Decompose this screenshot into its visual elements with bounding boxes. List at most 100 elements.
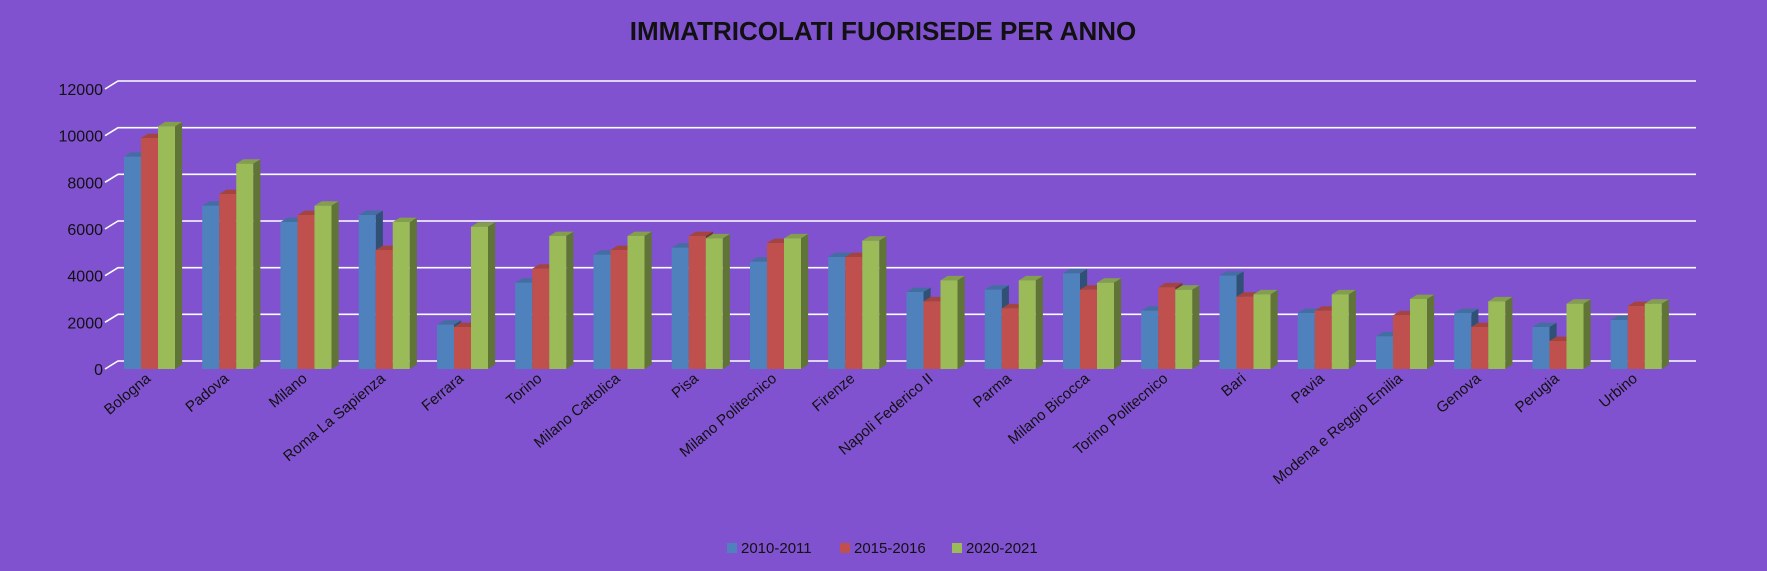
bar-side bbox=[1583, 299, 1591, 369]
bar-side bbox=[1427, 294, 1435, 369]
bar-top bbox=[1566, 299, 1591, 304]
bar-front bbox=[532, 268, 550, 369]
bar-top bbox=[1454, 308, 1479, 313]
bar-side bbox=[722, 233, 730, 369]
bar bbox=[1097, 278, 1122, 369]
bar bbox=[1018, 275, 1043, 369]
bar-front bbox=[688, 236, 706, 369]
bar-front bbox=[1063, 273, 1080, 369]
y-tick-label: 4000 bbox=[67, 269, 103, 286]
bar-top bbox=[940, 275, 965, 281]
bar bbox=[862, 236, 887, 369]
bar-front bbox=[1219, 275, 1237, 369]
bar bbox=[627, 231, 652, 369]
bar bbox=[236, 159, 261, 369]
bar bbox=[1410, 294, 1435, 369]
bar-top bbox=[1063, 268, 1088, 274]
bar-front bbox=[627, 236, 645, 369]
bar-top bbox=[392, 217, 417, 222]
bar-front bbox=[202, 205, 220, 369]
bar-top bbox=[1097, 278, 1122, 283]
gridline bbox=[104, 173, 1696, 184]
y-axis-ticks: 0 2000 4000 6000 8000 10000 12000 bbox=[59, 82, 104, 379]
bar-front bbox=[1141, 310, 1159, 369]
bar-front bbox=[906, 292, 924, 369]
bar-top bbox=[1532, 322, 1557, 327]
legend-label: 2015-2016 bbox=[854, 540, 926, 557]
bar-front bbox=[1376, 336, 1393, 369]
bar-top bbox=[437, 320, 462, 325]
bar bbox=[1253, 289, 1278, 369]
bar-top bbox=[471, 222, 496, 227]
gridline bbox=[104, 80, 1696, 90]
bar-front bbox=[280, 222, 298, 369]
bar-top bbox=[236, 159, 261, 164]
bar-side bbox=[801, 233, 809, 369]
gridline bbox=[104, 220, 1696, 230]
legend-swatch bbox=[727, 543, 737, 553]
bar-front bbox=[784, 238, 801, 369]
bar-side bbox=[409, 217, 417, 369]
bar-front bbox=[471, 226, 488, 369]
bar-front bbox=[1097, 282, 1114, 369]
gridline bbox=[104, 126, 1696, 137]
bar-front bbox=[1644, 303, 1662, 369]
bar-top bbox=[862, 236, 887, 241]
bar-side bbox=[1505, 296, 1513, 369]
bar-front bbox=[1471, 327, 1489, 369]
bar-front bbox=[1610, 320, 1628, 369]
gridline bbox=[104, 266, 1696, 277]
legend-label: 2010-2011 bbox=[741, 540, 812, 557]
bar bbox=[158, 121, 183, 369]
bar bbox=[314, 201, 339, 369]
bar-side bbox=[175, 121, 183, 369]
bar-front bbox=[1566, 303, 1584, 369]
bar bbox=[1331, 289, 1356, 369]
bar-top bbox=[688, 231, 713, 236]
bar-front bbox=[1393, 315, 1410, 369]
bar-front bbox=[1158, 287, 1176, 369]
bar-side bbox=[1114, 278, 1122, 369]
bar-top bbox=[627, 231, 652, 236]
bar-top bbox=[828, 252, 853, 257]
bar-front bbox=[1297, 313, 1315, 369]
bar-top bbox=[1158, 282, 1183, 288]
bar-side bbox=[879, 236, 887, 369]
bar-front bbox=[845, 257, 863, 369]
bar-side bbox=[488, 222, 496, 369]
bar-front bbox=[1532, 327, 1550, 369]
bar-side bbox=[253, 159, 261, 369]
legend-label: 2020-2021 bbox=[966, 540, 1038, 557]
bar-top bbox=[1175, 285, 1200, 290]
bar-side bbox=[1348, 289, 1356, 369]
bar bbox=[940, 275, 965, 369]
bar-front bbox=[1454, 313, 1472, 369]
bar-front bbox=[1080, 289, 1097, 369]
bar-top bbox=[1488, 296, 1513, 302]
bar bbox=[784, 233, 809, 369]
y-tick-label: 12000 bbox=[59, 82, 104, 99]
legend: 2010-2011 2015-2016 2020-2021 bbox=[727, 540, 1038, 557]
bar-top bbox=[705, 233, 730, 239]
bar-front bbox=[767, 243, 784, 369]
bar-front bbox=[610, 250, 628, 369]
legend-swatch bbox=[952, 543, 962, 553]
bar bbox=[1175, 285, 1200, 369]
y-tick-label: 2000 bbox=[67, 315, 103, 332]
legend-item: 2015-2016 bbox=[840, 540, 926, 557]
bar-top bbox=[984, 285, 1009, 290]
bar-front bbox=[862, 240, 880, 369]
bar-front bbox=[236, 163, 254, 369]
y-tick-label: 10000 bbox=[59, 129, 104, 146]
bar-side bbox=[644, 231, 652, 369]
bar-front bbox=[515, 282, 533, 369]
bar-front bbox=[940, 280, 958, 369]
bar-front bbox=[297, 215, 315, 369]
legend-item: 2010-2011 bbox=[727, 540, 812, 557]
bar-top bbox=[1219, 271, 1244, 276]
bar-front bbox=[219, 194, 237, 369]
bar-front bbox=[828, 257, 846, 369]
bar-front bbox=[437, 324, 454, 369]
bar bbox=[1566, 299, 1591, 369]
